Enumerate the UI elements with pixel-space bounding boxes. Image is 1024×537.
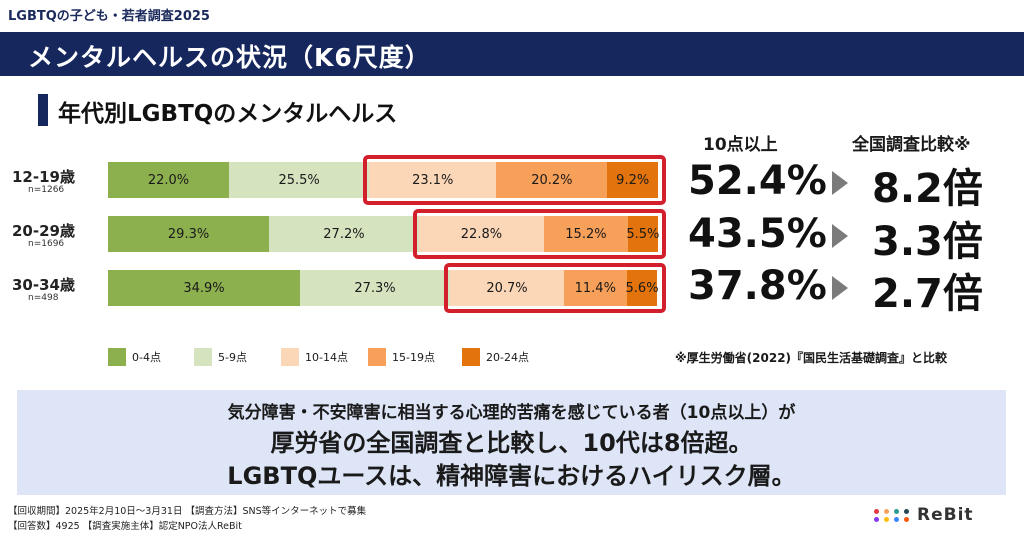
highlight-box bbox=[363, 155, 666, 205]
legend-swatch bbox=[194, 348, 212, 366]
bar-segment: 5.5% bbox=[626, 216, 660, 252]
data-label: 22.8% bbox=[460, 226, 503, 242]
bar-segment: 20.2% bbox=[496, 162, 608, 198]
bar-segment: 22.0% bbox=[108, 162, 229, 198]
arrow-icon bbox=[832, 171, 848, 195]
highlight-box bbox=[444, 263, 666, 313]
sample-size-label: n=498 bbox=[28, 293, 59, 303]
summary-line-3: LGBTQユースは、精神障害におけるハイリスク層。 bbox=[227, 462, 796, 490]
arrow-icon bbox=[832, 276, 848, 300]
data-label: 25.5% bbox=[278, 172, 320, 188]
bar-segment: 34.9% bbox=[108, 270, 300, 306]
highlight-box bbox=[412, 209, 666, 259]
sample-size-label: n=1696 bbox=[28, 239, 65, 249]
bar-segment: 27.3% bbox=[299, 270, 451, 306]
data-label: 29.3% bbox=[167, 226, 210, 242]
bar-segment: 9.2% bbox=[607, 162, 658, 198]
top-label: LGBTQの子ども・若者調査2025 bbox=[8, 9, 210, 24]
bar-segment: 23.1% bbox=[369, 162, 497, 198]
footer-line-2: 【回答数】4925 【調査実施主体】認定NPO法人ReBit bbox=[8, 521, 242, 532]
data-label: 23.1% bbox=[412, 172, 454, 188]
section-marker bbox=[38, 94, 48, 126]
legend-label: 15-19点 bbox=[392, 351, 435, 364]
header-10plus: 10点以上 bbox=[703, 135, 778, 155]
legend-label: 5-9点 bbox=[218, 351, 247, 364]
legend-label: 20-24点 bbox=[486, 351, 529, 364]
data-label: 5.6% bbox=[625, 280, 659, 296]
footer-line-1: 【回収期間】2025年2月10日～3月31日 【調査方法】SNS等インターネット… bbox=[8, 506, 367, 517]
legend-item: 5-9点 bbox=[194, 348, 247, 366]
legend-item: 10-14点 bbox=[281, 348, 348, 366]
pct-10plus-row-2: 43.5% bbox=[688, 211, 827, 257]
data-label: 27.2% bbox=[323, 226, 365, 242]
logo-text: ReBit bbox=[917, 505, 974, 525]
bar-segment: 22.8% bbox=[418, 216, 545, 252]
data-label: 34.9% bbox=[183, 280, 225, 296]
data-label: 20.7% bbox=[486, 280, 528, 296]
legend-label: 0-4点 bbox=[132, 351, 161, 364]
pct-10plus-row-1: 52.4% bbox=[688, 158, 827, 204]
bar-segment: 20.7% bbox=[450, 270, 564, 306]
legend-item: 15-19点 bbox=[368, 348, 435, 366]
bar-segment: 27.2% bbox=[269, 216, 419, 252]
legend-swatch bbox=[281, 348, 299, 366]
multiplier-row-2: 3.3倍 bbox=[872, 219, 983, 265]
legend-label: 10-14点 bbox=[305, 351, 348, 364]
data-label: 9.2% bbox=[616, 172, 650, 188]
bar-segment: 29.3% bbox=[108, 216, 270, 252]
legend-swatch bbox=[462, 348, 480, 366]
data-label: 22.0% bbox=[147, 172, 190, 188]
category-label: 12-19歳 bbox=[12, 168, 75, 186]
summary-line-2: 厚労省の全国調査と比較し、10代は8倍超。 bbox=[270, 429, 753, 457]
logo-dots-icon bbox=[874, 508, 911, 522]
stacked-bar: 29.3% 27.2% 22.8% 15.2% 5.5% bbox=[108, 216, 660, 252]
header-compare: 全国調査比較※ bbox=[852, 135, 971, 155]
bar-segment: 15.2% bbox=[544, 216, 628, 252]
data-label: 27.3% bbox=[354, 280, 396, 296]
data-label: 20.2% bbox=[531, 172, 573, 188]
category-label: 20-29歳 bbox=[12, 222, 75, 240]
multiplier-row-3: 2.7倍 bbox=[872, 271, 983, 317]
data-label: 5.5% bbox=[626, 226, 660, 242]
bar-segment: 5.6% bbox=[625, 270, 659, 306]
data-label: 11.4% bbox=[574, 280, 616, 296]
section-title: 年代別LGBTQのメンタルヘルス bbox=[58, 101, 398, 127]
bar-segment: 25.5% bbox=[229, 162, 370, 198]
summary-line-1: 気分障害・不安障害に相当する心理的苦痛を感じている者（10点以上）が bbox=[227, 403, 796, 423]
title-banner: メンタルヘルスの状況（K6尺度） bbox=[0, 32, 1024, 76]
sample-size-label: n=1266 bbox=[28, 185, 65, 195]
multiplier-row-1: 8.2倍 bbox=[872, 166, 983, 212]
bar-segment: 11.4% bbox=[563, 270, 627, 306]
stacked-bar: 34.9% 27.3% 20.7% 11.4% 5.6% bbox=[108, 270, 659, 306]
legend-swatch bbox=[108, 348, 126, 366]
pct-10plus-row-3: 37.8% bbox=[688, 263, 827, 309]
arrow-icon bbox=[832, 224, 848, 248]
banner-title: メンタルヘルスの状況（K6尺度） bbox=[28, 43, 431, 72]
stacked-bar: 22.0% 25.5% 23.1% 20.2% 9.2% bbox=[108, 162, 658, 198]
category-label: 30-34歳 bbox=[12, 276, 75, 294]
rebit-logo: ReBit bbox=[874, 504, 974, 526]
summary-box: 気分障害・不安障害に相当する心理的苦痛を感じている者（10点以上）が 厚労省の全… bbox=[17, 390, 1006, 495]
source-note: ※厚生労働省(2022)『国民生活基礎調査』と比較 bbox=[675, 351, 948, 365]
legend-item: 20-24点 bbox=[462, 348, 529, 366]
legend-swatch bbox=[368, 348, 386, 366]
data-label: 15.2% bbox=[565, 226, 607, 242]
legend-item: 0-4点 bbox=[108, 348, 161, 366]
